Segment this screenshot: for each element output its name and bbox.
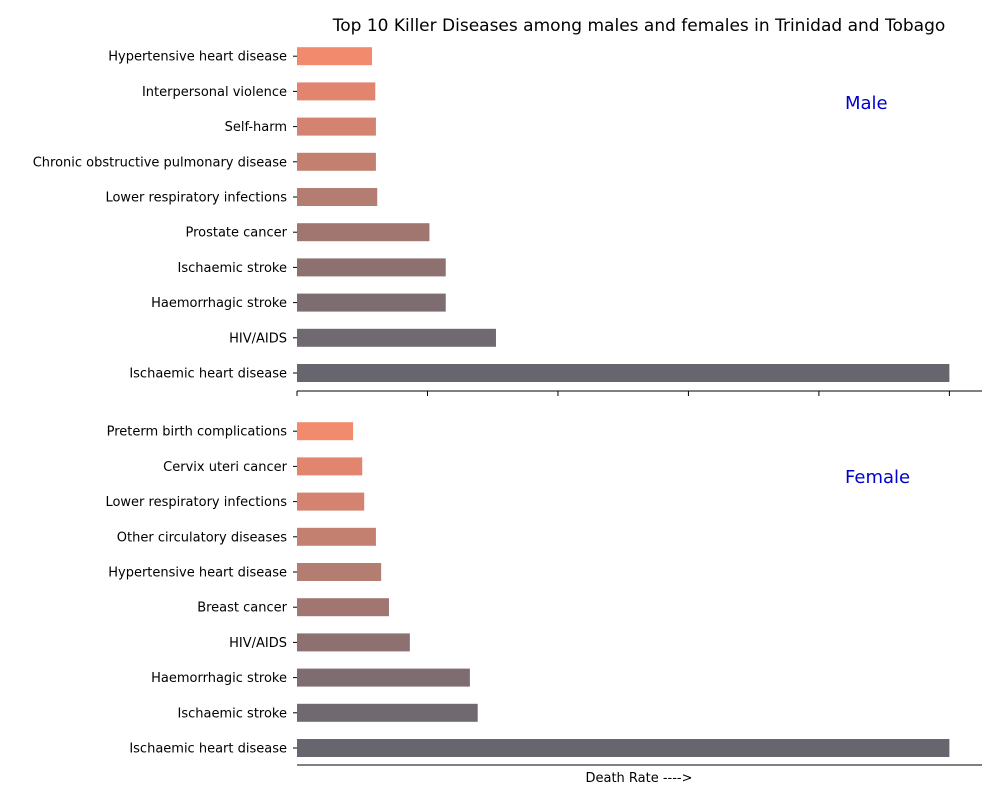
- male-bar: [297, 82, 376, 101]
- female-category-label: Breast cancer: [197, 601, 287, 616]
- chart-title: Top 10 Killer Diseases among males and f…: [332, 16, 946, 36]
- male-panel-label: Male: [845, 93, 888, 114]
- male-category-label: Ischaemic stroke: [178, 261, 287, 276]
- male-bar: [297, 223, 430, 242]
- female-bar: [297, 422, 354, 441]
- female-bar: [297, 492, 365, 511]
- female-panel-label: Female: [845, 467, 910, 488]
- male-bar: [297, 293, 446, 312]
- male-category-label: Interpersonal violence: [142, 85, 287, 100]
- male-bar: [297, 364, 950, 382]
- female-category-label: Lower respiratory infections: [105, 495, 287, 510]
- female-panel: Female Ischaemic heart diseaseIschaemic …: [105, 422, 982, 766]
- male-category-label: Self-harm: [225, 120, 287, 135]
- male-bar: [297, 152, 376, 171]
- male-category-label: Lower respiratory infections: [105, 191, 287, 206]
- male-bar: [297, 328, 496, 347]
- male-bars: Ischaemic heart disease HIV/AIDS Haemorrha…: [33, 47, 950, 382]
- female-bar: [297, 527, 376, 546]
- female-category-label: Other circulatory diseases: [117, 530, 287, 545]
- male-bar: [297, 117, 376, 136]
- male-category-label: Hypertensive heart disease: [108, 50, 287, 65]
- female-category-label: Preterm birth complications: [107, 425, 288, 440]
- female-bar: [297, 457, 363, 476]
- female-bars: Ischaemic heart disease Ischaemic stroke H…: [105, 422, 950, 757]
- male-bar: [297, 188, 378, 206]
- female-bar: [297, 739, 950, 757]
- male-category-label: Haemorrhagic stroke: [151, 296, 287, 311]
- female-bar: [297, 633, 410, 652]
- male-category-label: Prostate cancer: [185, 226, 287, 241]
- female-category-label: Hypertensive heart disease: [108, 566, 287, 581]
- female-bar: [297, 668, 470, 687]
- female-category-label: Cervix uteri cancer: [163, 460, 287, 475]
- female-bar: [297, 598, 389, 617]
- male-category-label: Chronic obstructive pulmonary disease: [33, 155, 287, 170]
- female-bar: [297, 563, 382, 581]
- male-bar: [297, 47, 373, 66]
- male-bar: [297, 258, 446, 277]
- female-category-label: Haemorrhagic stroke: [151, 671, 287, 686]
- female-category-label: Ischaemic heart disease: [129, 742, 287, 757]
- female-category-label: Ischaemic stroke: [178, 706, 287, 721]
- x-axis-label: Death Rate ---->: [585, 771, 692, 786]
- male-x-ticks: [296, 391, 950, 396]
- female-category-label: HIV/AIDS: [229, 636, 287, 651]
- male-category-label: Ischaemic heart disease: [129, 367, 287, 382]
- female-bar: [297, 703, 478, 722]
- male-panel: Male Ischaemic heart disease HIV/AIDS Haem…: [33, 47, 982, 396]
- male-category-label: HIV/AIDS: [229, 331, 287, 346]
